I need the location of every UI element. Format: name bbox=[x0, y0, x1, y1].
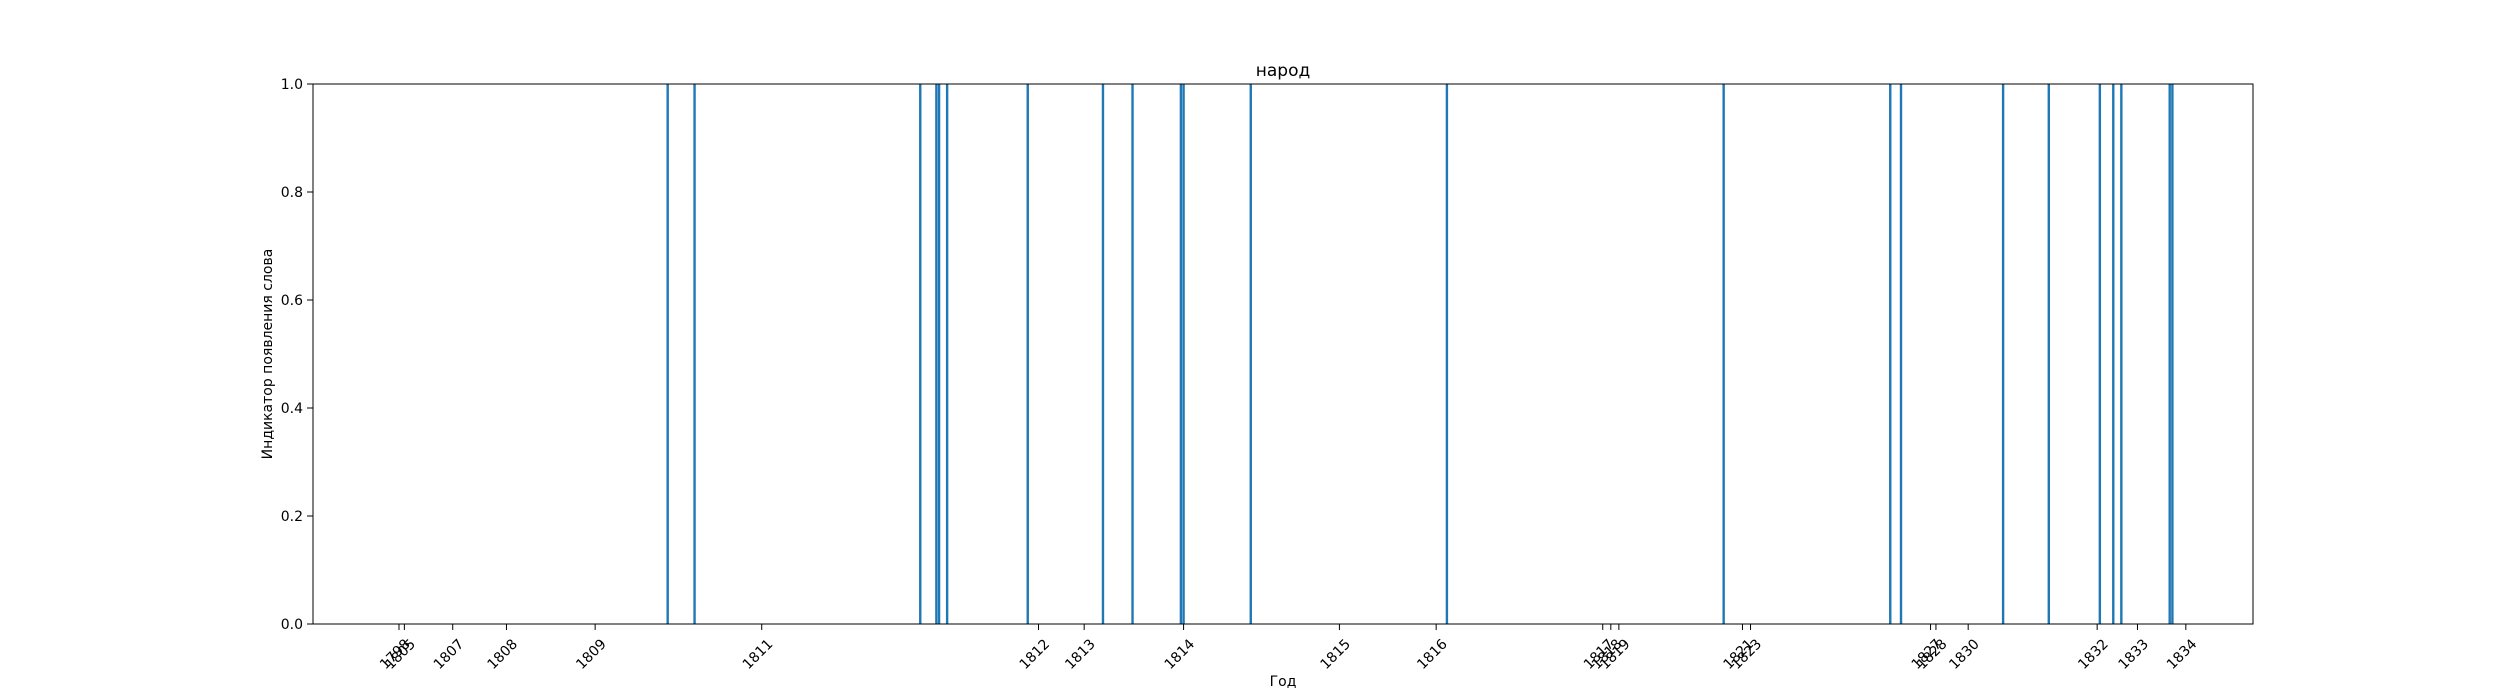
bar bbox=[2168, 84, 2171, 624]
bar bbox=[1131, 84, 1134, 624]
bar bbox=[2112, 84, 2115, 624]
bar bbox=[1249, 84, 1252, 624]
bar bbox=[693, 84, 696, 624]
x-tick-label: 1814 bbox=[1162, 636, 1199, 673]
bar bbox=[1179, 84, 1183, 624]
x-tick-label: 1808 bbox=[485, 636, 522, 673]
bars-layer bbox=[666, 84, 2174, 624]
bar bbox=[2171, 84, 2174, 624]
bar bbox=[2001, 84, 2005, 624]
y-tick-label: 1.0 bbox=[281, 77, 303, 93]
bar bbox=[2120, 84, 2123, 624]
x-tick-label: 1815 bbox=[1318, 636, 1355, 673]
x-tick-label: 1812 bbox=[1017, 636, 1054, 673]
x-tick-label: 1816 bbox=[1414, 636, 1451, 673]
bar bbox=[1722, 84, 1725, 624]
bar bbox=[937, 84, 941, 624]
y-tick-label: 0.8 bbox=[281, 185, 303, 201]
x-tick-label: 1813 bbox=[1062, 636, 1099, 673]
bar bbox=[945, 84, 949, 624]
x-tick-label: 1830 bbox=[1946, 636, 1983, 673]
bar bbox=[1101, 84, 1105, 624]
bar bbox=[666, 84, 669, 624]
y-tick-label: 0.6 bbox=[281, 293, 303, 309]
x-tick-label: 1807 bbox=[431, 636, 468, 673]
bar bbox=[1899, 84, 1903, 624]
y-axis: 0.0 0.2 0.4 0.6 0.8 1.0 bbox=[281, 77, 313, 633]
bar bbox=[1445, 84, 1449, 624]
bar bbox=[2047, 84, 2050, 624]
x-tick-label: 1809 bbox=[573, 636, 610, 673]
bar bbox=[1026, 84, 1029, 624]
y-axis-title: Индикатор появления слова bbox=[260, 249, 276, 460]
x-tick-label: 1832 bbox=[2075, 636, 2112, 673]
chart-title: народ bbox=[1256, 61, 1310, 81]
bar bbox=[935, 84, 938, 624]
y-tick-label: 0.2 bbox=[281, 509, 303, 525]
bar bbox=[1889, 84, 1892, 624]
bar bbox=[1182, 84, 1185, 624]
x-axis-title: Год bbox=[1270, 674, 1297, 690]
x-tick-label: 1811 bbox=[740, 636, 777, 673]
y-tick-label: 0.0 bbox=[281, 617, 303, 633]
x-tick-label: 1834 bbox=[2164, 636, 2201, 673]
y-tick-label: 0.4 bbox=[281, 401, 303, 417]
bar bbox=[919, 84, 922, 624]
plot-frame bbox=[312, 83, 2254, 625]
bar bbox=[2098, 84, 2102, 624]
x-tick-label: 1833 bbox=[2116, 636, 2153, 673]
